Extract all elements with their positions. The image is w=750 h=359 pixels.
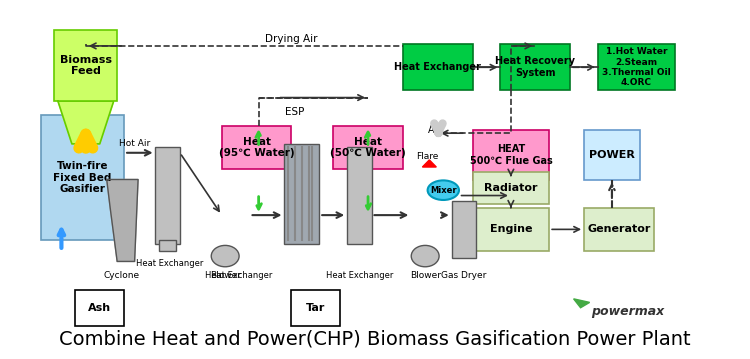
Text: HEAT
500℃ Flue Gas: HEAT 500℃ Flue Gas	[470, 144, 552, 165]
Text: Heat Exchanger: Heat Exchanger	[136, 259, 203, 268]
Polygon shape	[574, 299, 590, 308]
Text: 1.Hot Water
2.Steam
3.Thermal Oil
4.ORC: 1.Hot Water 2.Steam 3.Thermal Oil 4.ORC	[602, 47, 670, 87]
Text: Generator: Generator	[587, 224, 650, 234]
FancyBboxPatch shape	[584, 208, 654, 251]
FancyBboxPatch shape	[75, 290, 124, 326]
Text: Air: Air	[427, 125, 441, 135]
Bar	[155, 148, 180, 244]
Text: Flare: Flare	[416, 152, 439, 161]
FancyBboxPatch shape	[403, 44, 472, 90]
Ellipse shape	[411, 246, 439, 267]
Text: Engine: Engine	[490, 224, 532, 234]
Text: Mixer: Mixer	[430, 186, 457, 195]
Bar	[347, 148, 371, 244]
Text: Heat Exchanger: Heat Exchanger	[326, 271, 393, 280]
Text: Cyclone: Cyclone	[104, 271, 140, 280]
Polygon shape	[422, 160, 436, 167]
Text: POWER: POWER	[589, 150, 634, 159]
FancyBboxPatch shape	[472, 172, 549, 204]
FancyBboxPatch shape	[598, 44, 675, 90]
Text: Blower: Blower	[210, 271, 241, 280]
Ellipse shape	[211, 246, 239, 267]
Text: Heat Exchanger: Heat Exchanger	[206, 271, 273, 280]
Bar	[452, 201, 476, 258]
Text: ESP: ESP	[285, 107, 304, 117]
Text: Radiator: Radiator	[484, 183, 538, 194]
Text: Ash: Ash	[88, 303, 111, 313]
Polygon shape	[58, 101, 114, 144]
FancyBboxPatch shape	[333, 126, 403, 169]
Text: Combine Heat and Power(CHP) Biomass Gasification Power Plant: Combine Heat and Power(CHP) Biomass Gasi…	[59, 330, 691, 349]
FancyBboxPatch shape	[500, 44, 570, 90]
Polygon shape	[106, 180, 138, 261]
Text: Twin-fire
Fixed Bed
Gasifier: Twin-fire Fixed Bed Gasifier	[53, 161, 112, 194]
FancyBboxPatch shape	[472, 130, 549, 180]
Text: Heat Exchanger: Heat Exchanger	[394, 62, 482, 72]
FancyBboxPatch shape	[292, 290, 340, 326]
Text: Drying Air: Drying Air	[266, 34, 318, 44]
Text: Gas Dryer: Gas Dryer	[441, 271, 486, 280]
Text: Heat
(50℃ Water): Heat (50℃ Water)	[330, 137, 406, 158]
Text: Blower: Blower	[410, 271, 441, 280]
Text: Hot Air: Hot Air	[119, 139, 150, 148]
Bar	[284, 144, 320, 244]
Ellipse shape	[427, 180, 459, 200]
FancyBboxPatch shape	[472, 208, 549, 251]
Text: Biomass
Feed: Biomass Feed	[60, 55, 112, 76]
Text: powermax: powermax	[591, 305, 664, 318]
Bar	[159, 240, 176, 251]
FancyBboxPatch shape	[584, 130, 640, 180]
FancyBboxPatch shape	[222, 126, 292, 169]
FancyBboxPatch shape	[40, 115, 125, 240]
FancyBboxPatch shape	[55, 30, 117, 101]
Text: Heat Recovery
System: Heat Recovery System	[495, 56, 575, 78]
Text: Tar: Tar	[306, 303, 326, 313]
Text: Heat
(95℃ Water): Heat (95℃ Water)	[219, 137, 294, 158]
